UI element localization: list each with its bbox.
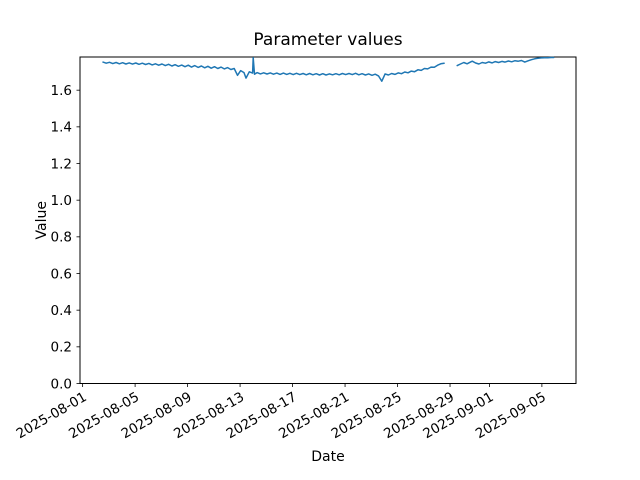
y-tick-label: 1.0 — [51, 193, 72, 209]
y-tick-label: 0.0 — [51, 376, 72, 392]
x-axis-label: Date — [311, 449, 344, 465]
chart-title: Parameter values — [253, 30, 402, 50]
y-tick-label: 0.4 — [51, 303, 72, 319]
y-tick-label: 0.2 — [51, 340, 72, 356]
y-tick-label: 1.2 — [51, 156, 72, 172]
y-tick-label: 1.6 — [51, 83, 72, 99]
data-line — [102, 56, 555, 82]
y-tick-label: 1.4 — [51, 120, 72, 136]
axes-spines — [79, 56, 577, 384]
axis-tick-labels: 0.00.20.40.60.81.01.21.41.62025-08-01202… — [14, 83, 549, 442]
y-tick-label: 0.6 — [51, 266, 72, 282]
y-axis-label: Value — [34, 201, 50, 239]
y-tick-label: 0.8 — [51, 230, 72, 246]
axis-ticks — [76, 89, 543, 387]
